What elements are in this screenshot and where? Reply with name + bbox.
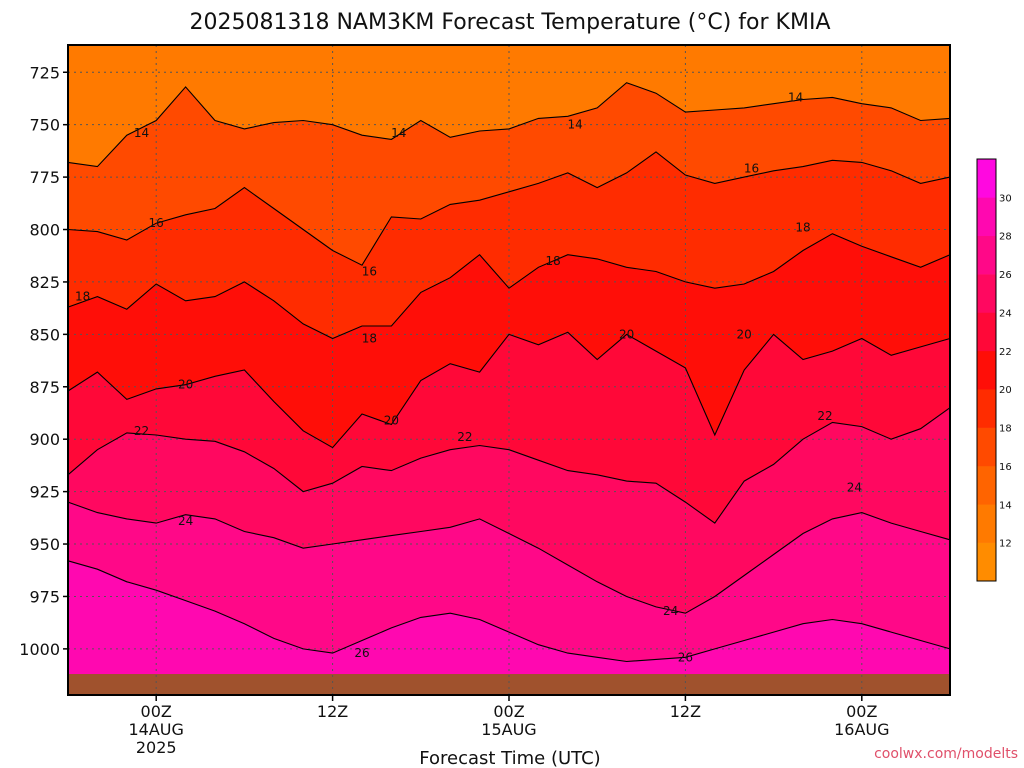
x-tick-label: 14AUG <box>128 720 183 739</box>
colorbar-frame <box>976 158 997 582</box>
colorbar-swatch <box>977 197 996 237</box>
contour-label: 16 <box>149 216 164 230</box>
colorbar-tick-label: 20 <box>999 385 1012 396</box>
y-tick-label: 900 <box>29 430 60 449</box>
colorbar-swatch <box>977 350 996 390</box>
colorbar-swatch <box>977 312 996 352</box>
colorbar-swatch <box>977 235 996 275</box>
colorbar-swatch <box>977 159 996 198</box>
colorbar-tick-label: 24 <box>999 308 1012 319</box>
colorbar-swatch <box>977 274 996 313</box>
colorbar-tick-label: 16 <box>999 462 1012 473</box>
y-tick-label: 875 <box>29 378 60 397</box>
x-tick-label: 15AUG <box>481 720 536 739</box>
grid <box>68 45 950 695</box>
contour-label: 20 <box>384 413 399 427</box>
colorbar-tick-label: 22 <box>999 347 1012 358</box>
x-tick-label: 12Z <box>317 702 348 721</box>
contour-label: 16 <box>744 162 759 176</box>
contour-label: 18 <box>75 290 90 304</box>
y-axis: 725 750 775 800 825 850 875 900 925 950 975 1000 <box>19 63 68 659</box>
ground-surface <box>68 674 950 695</box>
x-tick-label: 2025 <box>136 738 177 757</box>
contour-line-16 <box>67 151 951 266</box>
contour-line-18 <box>67 233 951 340</box>
contour-label: 16 <box>362 264 377 278</box>
band-20 <box>68 332 950 524</box>
y-tick-label: 800 <box>29 221 60 240</box>
contour-label: 18 <box>795 220 810 234</box>
x-tick-label: 16AUG <box>834 720 889 739</box>
band-14 <box>68 82 950 266</box>
contour-line-20 <box>67 331 951 449</box>
contour-label: 18 <box>545 254 560 268</box>
contour-line-14 <box>67 82 951 168</box>
x-tick-label: 00Z <box>141 702 172 721</box>
y-tick-label: 925 <box>29 483 60 502</box>
contour-line-26 <box>67 560 951 663</box>
x-tick-label: 00Z <box>846 702 877 721</box>
band-22 <box>68 407 950 614</box>
contour-label: 14 <box>134 126 149 140</box>
colorbar-swatch <box>977 504 996 543</box>
colorbar-swatch <box>977 542 996 582</box>
credit-link[interactable]: coolwx.com/modelts <box>874 746 1018 762</box>
x-tick-label: 12Z <box>670 702 701 721</box>
band-26 <box>68 560 950 695</box>
colorbar-swatch <box>977 427 996 467</box>
contour-label: 26 <box>354 646 369 660</box>
chart-title: 2025081318 NAM3KM Forecast Temperature (… <box>190 10 831 35</box>
contour-label: 14 <box>568 118 583 132</box>
colorbar-tick-label: 12 <box>999 539 1012 550</box>
contour-line-24 <box>67 501 951 614</box>
contour-label: 14 <box>391 126 406 140</box>
band-24 <box>68 502 950 662</box>
colorbar-tick-label: 14 <box>999 500 1012 511</box>
contour-label: 18 <box>362 332 377 346</box>
contour-label: 20 <box>737 327 752 341</box>
y-tick-label: 825 <box>29 273 60 292</box>
contour-label: 24 <box>663 604 678 618</box>
band-18 <box>68 233 950 448</box>
colorbar-swatch <box>977 465 996 505</box>
y-tick-label: 775 <box>29 168 60 187</box>
x-axis-label: Forecast Time (UTC) <box>419 748 600 768</box>
contour-label: 24 <box>178 514 193 528</box>
band-16 <box>68 151 950 339</box>
y-tick-label: 725 <box>29 63 60 82</box>
colorbar-swatch <box>977 389 996 428</box>
colorbar-legend: 12 14 16 18 20 22 24 26 28 30 <box>976 158 1012 582</box>
contour-label: 22 <box>134 424 149 438</box>
colorbar-tick-label: 18 <box>999 424 1012 435</box>
plot-area: 14 14 14 14 16 16 16 18 18 18 18 20 20 20 20 22 22 22 24 24… <box>67 44 951 696</box>
y-tick-label: 975 <box>29 587 60 606</box>
x-tick-label: 00Z <box>493 702 524 721</box>
contour-line-22 <box>67 407 951 524</box>
y-tick-label: 1000 <box>19 640 60 659</box>
contour-label: 22 <box>817 409 832 423</box>
contour-label: 24 <box>847 480 862 494</box>
contour-label: 20 <box>619 327 634 341</box>
colorbar-tick-label: 30 <box>999 193 1012 204</box>
colorbar-tick-label: 28 <box>999 232 1012 243</box>
y-tick-label: 750 <box>29 116 60 135</box>
y-tick-label: 950 <box>29 535 60 554</box>
contour-label: 20 <box>178 378 193 392</box>
contour-label: 26 <box>678 650 693 664</box>
y-tick-label: 850 <box>29 325 60 344</box>
contour-label: 14 <box>788 90 803 104</box>
contour-label: 22 <box>457 430 472 444</box>
colorbar-tick-label: 26 <box>999 270 1012 281</box>
